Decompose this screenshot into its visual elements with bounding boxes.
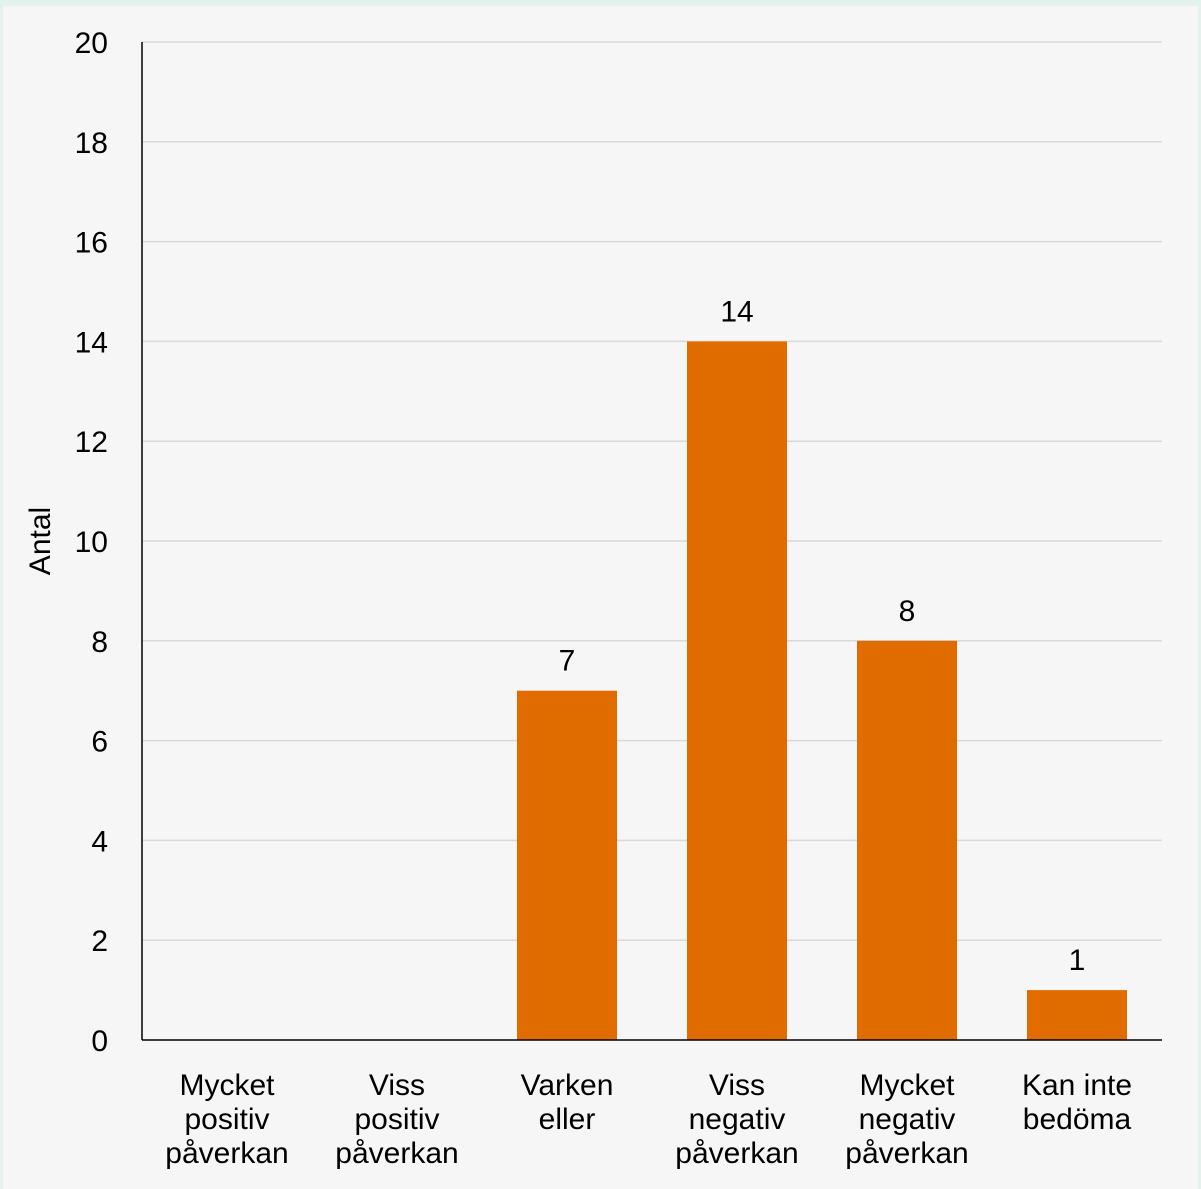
data-label: 14 [720,295,753,328]
x-tick-label: Mycket positiv påverkan [165,1069,288,1170]
y-tick-label: 8 [91,626,108,659]
y-tick-labels: 0 2 4 6 8 10 12 14 16 18 20 [75,27,108,1058]
x-tick-labels: Mycket positiv påverkan Viss positiv påverkan… [165,1069,1132,1170]
y-tick-label: 14 [75,326,108,359]
x-tick-label: Viss negativ påverkan [675,1069,798,1170]
gridlines [142,41,1162,941]
bar [1027,990,1127,1040]
data-labels: 7 14 8 1 [559,295,1086,977]
axes [141,42,1162,1041]
data-label: 8 [899,595,916,628]
x-tick-label: Viss positiv påverkan [335,1069,458,1170]
bar [687,341,787,1040]
bar [857,640,957,1040]
y-tick-label: 20 [75,27,108,60]
y-tick-label: 18 [75,127,108,160]
y-tick-label: 0 [91,1025,108,1058]
data-label: 7 [559,645,576,678]
y-axis-title: Antal [24,507,57,575]
y-tick-label: 12 [75,426,108,459]
bars [517,341,1127,1040]
x-tick-label: Varken eller [521,1069,614,1136]
y-tick-label: 10 [75,526,108,559]
data-label: 1 [1069,944,1086,977]
bar [517,690,617,1040]
y-tick-label: 6 [91,726,108,759]
y-tick-label: 4 [91,825,108,858]
y-tick-label: 2 [91,925,108,958]
x-tick-label: Mycket negativ påverkan [845,1069,968,1170]
x-tick-label: Kan inte bedöma [1022,1069,1132,1136]
y-tick-label: 16 [75,227,108,260]
